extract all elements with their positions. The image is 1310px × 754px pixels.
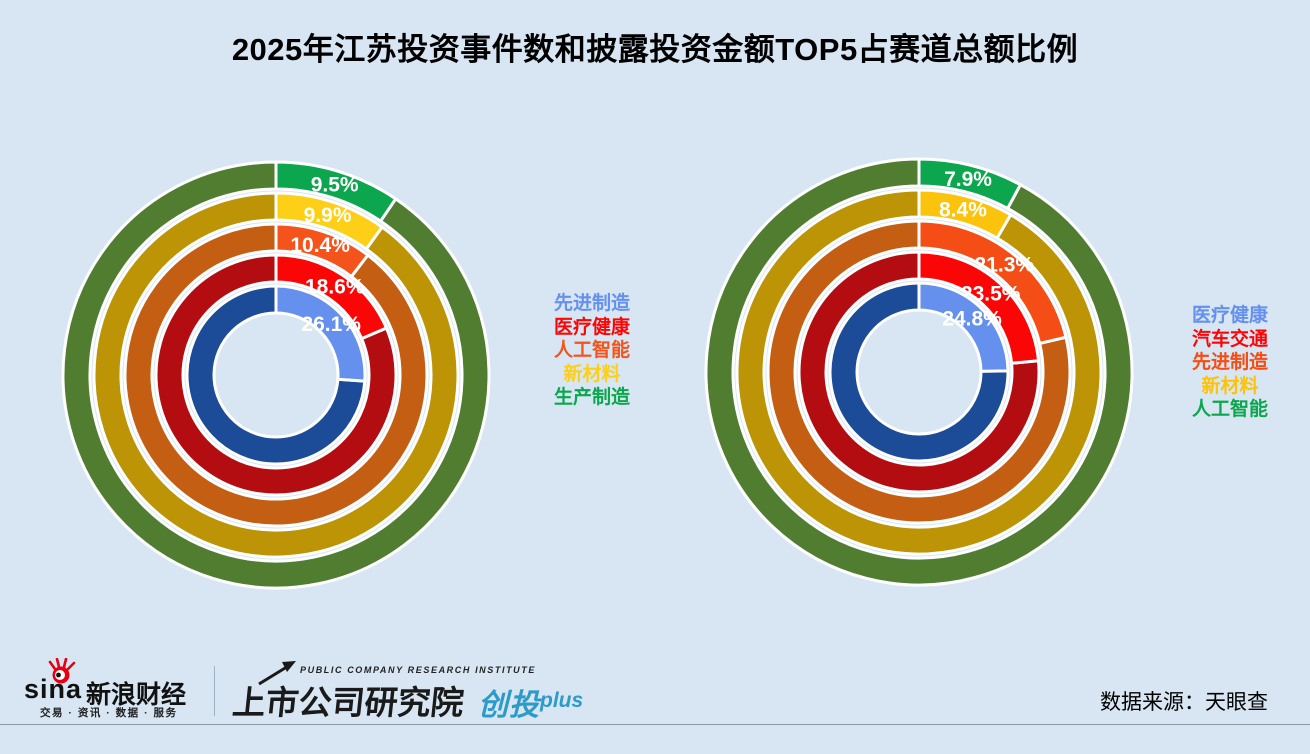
- ring-percent-label-先进制造: 21.3%: [975, 254, 1035, 277]
- sina-eye-icon: [48, 658, 76, 684]
- ring-percent-label-汽车交通: 23.5%: [961, 283, 1021, 306]
- donut-chart-investment-amount: 7.9% 8.4% 21.3% 23.5%24.8%: [704, 157, 1134, 587]
- ring-percent-label-医疗健康: 24.8%: [942, 308, 1002, 331]
- ring-rest-医疗健康: [828, 281, 1010, 463]
- legend-investment-events: 先进制造 医疗健康 人工智能 新材料 生产制造: [544, 292, 640, 410]
- ring-percent-label-人工智能: 10.4%: [290, 234, 350, 257]
- legend-item-医疗健康: 医疗健康: [553, 316, 630, 338]
- ring-rest-新材料: [92, 191, 460, 559]
- legend-item-先进制造: 先进制造: [553, 293, 630, 314]
- legend-investment-amount: 医疗健康 汽车交通 先进制造 新材料 人工智能: [1182, 304, 1278, 422]
- institute-name-cn: 上市公司研究院: [230, 684, 466, 721]
- ring-top5-人工智能: [917, 157, 1023, 211]
- sina-finance-brand: 新浪财经: [86, 681, 187, 709]
- ring-rest-汽车交通: [797, 250, 1041, 494]
- legend-item-新材料: 新材料: [563, 363, 621, 385]
- ring-rest-先进制造: [185, 284, 367, 466]
- donut-chart-investment-events: 9.5% 9.9% 10.4% 18.6% 26.1%: [61, 160, 491, 590]
- ring-percent-label-生产制造: 9.5%: [311, 174, 359, 197]
- legend-item-人工智能: 人工智能: [553, 340, 630, 361]
- ring-percent-label-医疗健康: 18.6%: [305, 276, 365, 299]
- product-name-cn: 创投: [478, 689, 540, 722]
- ring-top5-新材料: [917, 188, 1013, 241]
- legend-item-生产制造: 生产制造: [553, 387, 630, 408]
- footer-rule: [0, 724, 1310, 725]
- ring-rest-医疗健康: [154, 253, 398, 497]
- legend-item-汽车交通: 汽车交通: [1191, 328, 1268, 350]
- ring-top5-先进制造: [917, 219, 1068, 346]
- ring-rest-先进制造: [766, 219, 1072, 525]
- legend-item-医疗健康: 医疗健康: [1191, 305, 1268, 326]
- ring-rest-人工智能: [123, 222, 429, 528]
- ring-percent-label-新材料: 8.4%: [939, 199, 987, 222]
- rising-arrow-icon: [258, 661, 296, 686]
- legend-item-人工智能: 人工智能: [1191, 399, 1268, 420]
- ring-percent-label-人工智能: 7.9%: [944, 168, 992, 191]
- page-title: 2025年江苏投资事件数和披露投资金额TOP5占赛道总额比例: [231, 32, 1079, 67]
- legend-item-新材料: 新材料: [1201, 375, 1259, 397]
- legend-item-先进制造: 先进制造: [1191, 352, 1268, 373]
- ring-top5-医疗健康: [274, 253, 389, 341]
- product-suffix-plus: plus: [540, 689, 584, 712]
- ring-rest-新材料: [735, 188, 1103, 556]
- ring-percent-label-先进制造: 26.1%: [301, 313, 361, 336]
- ring-percent-label-新材料: 9.9%: [304, 204, 352, 227]
- sina-wordmark: sina: [24, 674, 83, 704]
- ring-top5-先进制造: [274, 284, 367, 383]
- ring-top5-汽车交通: [917, 250, 1041, 365]
- data-source-label: 数据来源：天眼查: [1100, 691, 1268, 714]
- ring-rest-生产制造: [61, 160, 491, 590]
- ring-top5-医疗健康: [917, 281, 1010, 373]
- ring-top5-人工智能: [274, 222, 370, 279]
- ring-top5-生产制造: [274, 160, 398, 224]
- footer-divider: [214, 666, 215, 716]
- ring-rest-人工智能: [704, 157, 1134, 587]
- institute-name-en: PUBLIC COMPANY RESEARCH INSTITUTE: [300, 665, 536, 675]
- ring-top5-新材料: [274, 191, 385, 252]
- chuangtou-plus-logo: 创投plus: [478, 680, 583, 724]
- sina-tagline: 交易 · 资讯 · 数据 · 服务: [40, 707, 178, 719]
